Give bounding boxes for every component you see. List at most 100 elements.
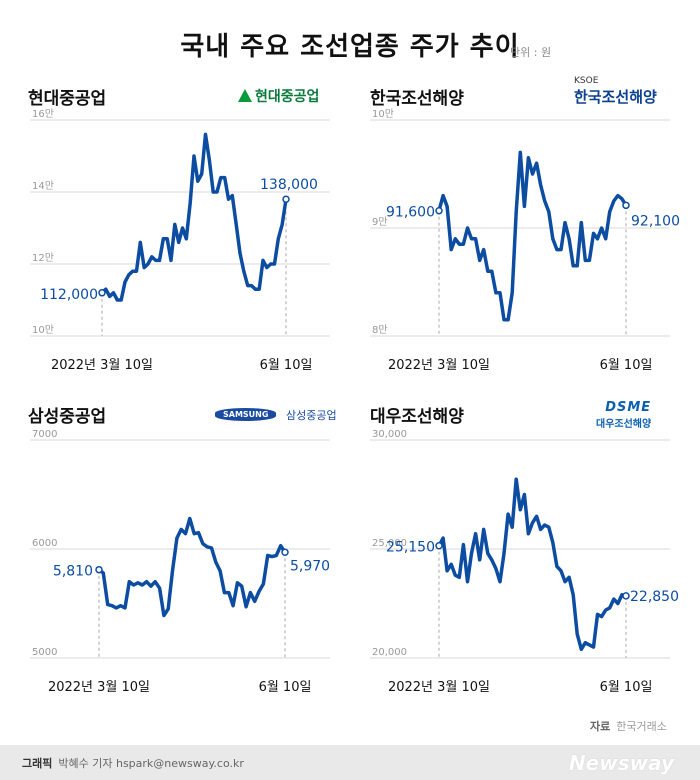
data-point: [189, 202, 191, 204]
data-point: [470, 238, 473, 240]
panel-hyundai: 현대중공업 현대중공업 10만 12만 14만 16만 112,000 138,000 20…: [0, 70, 350, 390]
y-tick-label: 20,000: [372, 647, 407, 658]
panel-samsung: 삼성중공업 SAMSUNG 삼성중공업 5000 6000 7000 5,810 5,9…: [0, 390, 350, 710]
panel-ksoe: 한국조선해양 KSOE 한국조선해양 8만 9만 10만 91,600 92,100 20…: [350, 70, 700, 390]
data-point: [519, 151, 521, 153]
brand-logo: Newsway: [568, 751, 674, 775]
data-point: [170, 259, 172, 261]
x-end-label: 6월 10일: [600, 680, 653, 695]
data-point: [135, 270, 138, 272]
data-point: [232, 605, 234, 607]
data-point: [446, 205, 448, 207]
x-end-label: 6월 10일: [259, 680, 312, 695]
source-text: 한국거래소: [616, 720, 667, 733]
data-point: [163, 614, 165, 617]
data-point: [258, 288, 260, 290]
data-point: [621, 198, 623, 200]
y-tick-label: 25,000: [372, 538, 407, 549]
data-point: [280, 545, 282, 547]
data-point: [479, 559, 481, 561]
data-point: [154, 581, 156, 583]
hyundai-logo: 현대중공업: [238, 86, 319, 106]
data-point: [462, 243, 464, 245]
ksoe-logo: KSOE 한국조선해양: [574, 76, 657, 107]
data-point: [605, 609, 607, 611]
data-point: [507, 319, 509, 321]
data-point: [458, 576, 460, 578]
data-point: [249, 592, 251, 594]
data-point: [174, 223, 176, 225]
data-point: [254, 288, 256, 290]
data-point: [193, 533, 195, 535]
data-point: [216, 191, 218, 193]
start-marker: [435, 206, 443, 215]
end-marker: [622, 592, 630, 600]
chart-hyundai: 10만 12만 14만 16만 112,000 138,000 2022년 3월 10일 6월…: [30, 108, 330, 373]
x-start-label: 2022년 3월 10일: [388, 680, 490, 695]
credit-text: 박혜수 기자 hspark@newsway.co.kr: [58, 757, 244, 770]
data-point: [262, 259, 264, 261]
data-point: [112, 292, 115, 294]
data-point: [120, 299, 122, 301]
chart-dsme: 20,000 25,000 30,000 25,150 22,850 2022년 3월 1…: [370, 429, 679, 695]
series-line: [437, 477, 628, 652]
data-point: [208, 159, 210, 161]
data-point: [102, 572, 104, 574]
data-point: [523, 205, 525, 207]
data-point: [584, 259, 586, 261]
data-point: [442, 537, 444, 539]
data-point: [584, 642, 586, 644]
data-point: [527, 157, 530, 159]
data-point: [224, 177, 226, 179]
data-point: [151, 256, 153, 258]
y-tick-label: 16만: [32, 108, 54, 120]
data-point: [158, 587, 161, 589]
data-point: [588, 259, 591, 261]
end-value-label: 138,000: [260, 177, 318, 193]
data-point: [236, 582, 239, 584]
data-point: [605, 238, 607, 240]
data-point: [454, 574, 456, 576]
data-point: [564, 581, 566, 583]
data-point: [231, 195, 233, 197]
start-value-label: 25,150: [386, 540, 435, 556]
data-point: [193, 155, 195, 157]
data-point: [458, 243, 460, 245]
data-point: [171, 570, 174, 572]
data-point: [609, 607, 611, 609]
data-point: [158, 259, 161, 261]
data-point: [275, 554, 277, 557]
data-point: [143, 267, 145, 269]
y-tick-label: 7000: [32, 429, 57, 440]
data-point: [576, 633, 578, 635]
data-point: [210, 547, 213, 549]
data-point: [523, 493, 525, 496]
data-point: [466, 581, 469, 583]
data-point: [254, 600, 256, 602]
y-tick-label: 8만: [372, 324, 388, 336]
data-point: [495, 292, 497, 294]
data-point: [601, 227, 603, 229]
data-point: [258, 590, 260, 593]
data-point: [162, 238, 164, 240]
x-start-label: 2022년 3월 10일: [51, 358, 153, 373]
data-point: [544, 524, 546, 526]
data-point: [564, 222, 566, 224]
data-point: [442, 195, 444, 197]
end-value-label: 92,100: [631, 213, 680, 229]
data-point: [201, 173, 203, 175]
data-point: [150, 585, 152, 587]
end-value-label: 22,850: [630, 589, 679, 605]
dsme-logo-small: DSME: [605, 400, 652, 415]
data-point: [601, 615, 603, 618]
data-point: [202, 542, 204, 545]
data-point: [495, 568, 497, 570]
start-marker: [435, 541, 443, 550]
data-point: [266, 267, 268, 269]
y-tick-label: 14만: [32, 180, 54, 192]
data-point: [556, 565, 558, 568]
footer: 그래픽 박혜수 기자 hspark@newsway.co.kr Newsway: [0, 745, 700, 780]
data-point: [239, 252, 241, 254]
triangle-icon: [238, 89, 252, 102]
x-start-label: 2022년 3월 10일: [48, 680, 150, 695]
